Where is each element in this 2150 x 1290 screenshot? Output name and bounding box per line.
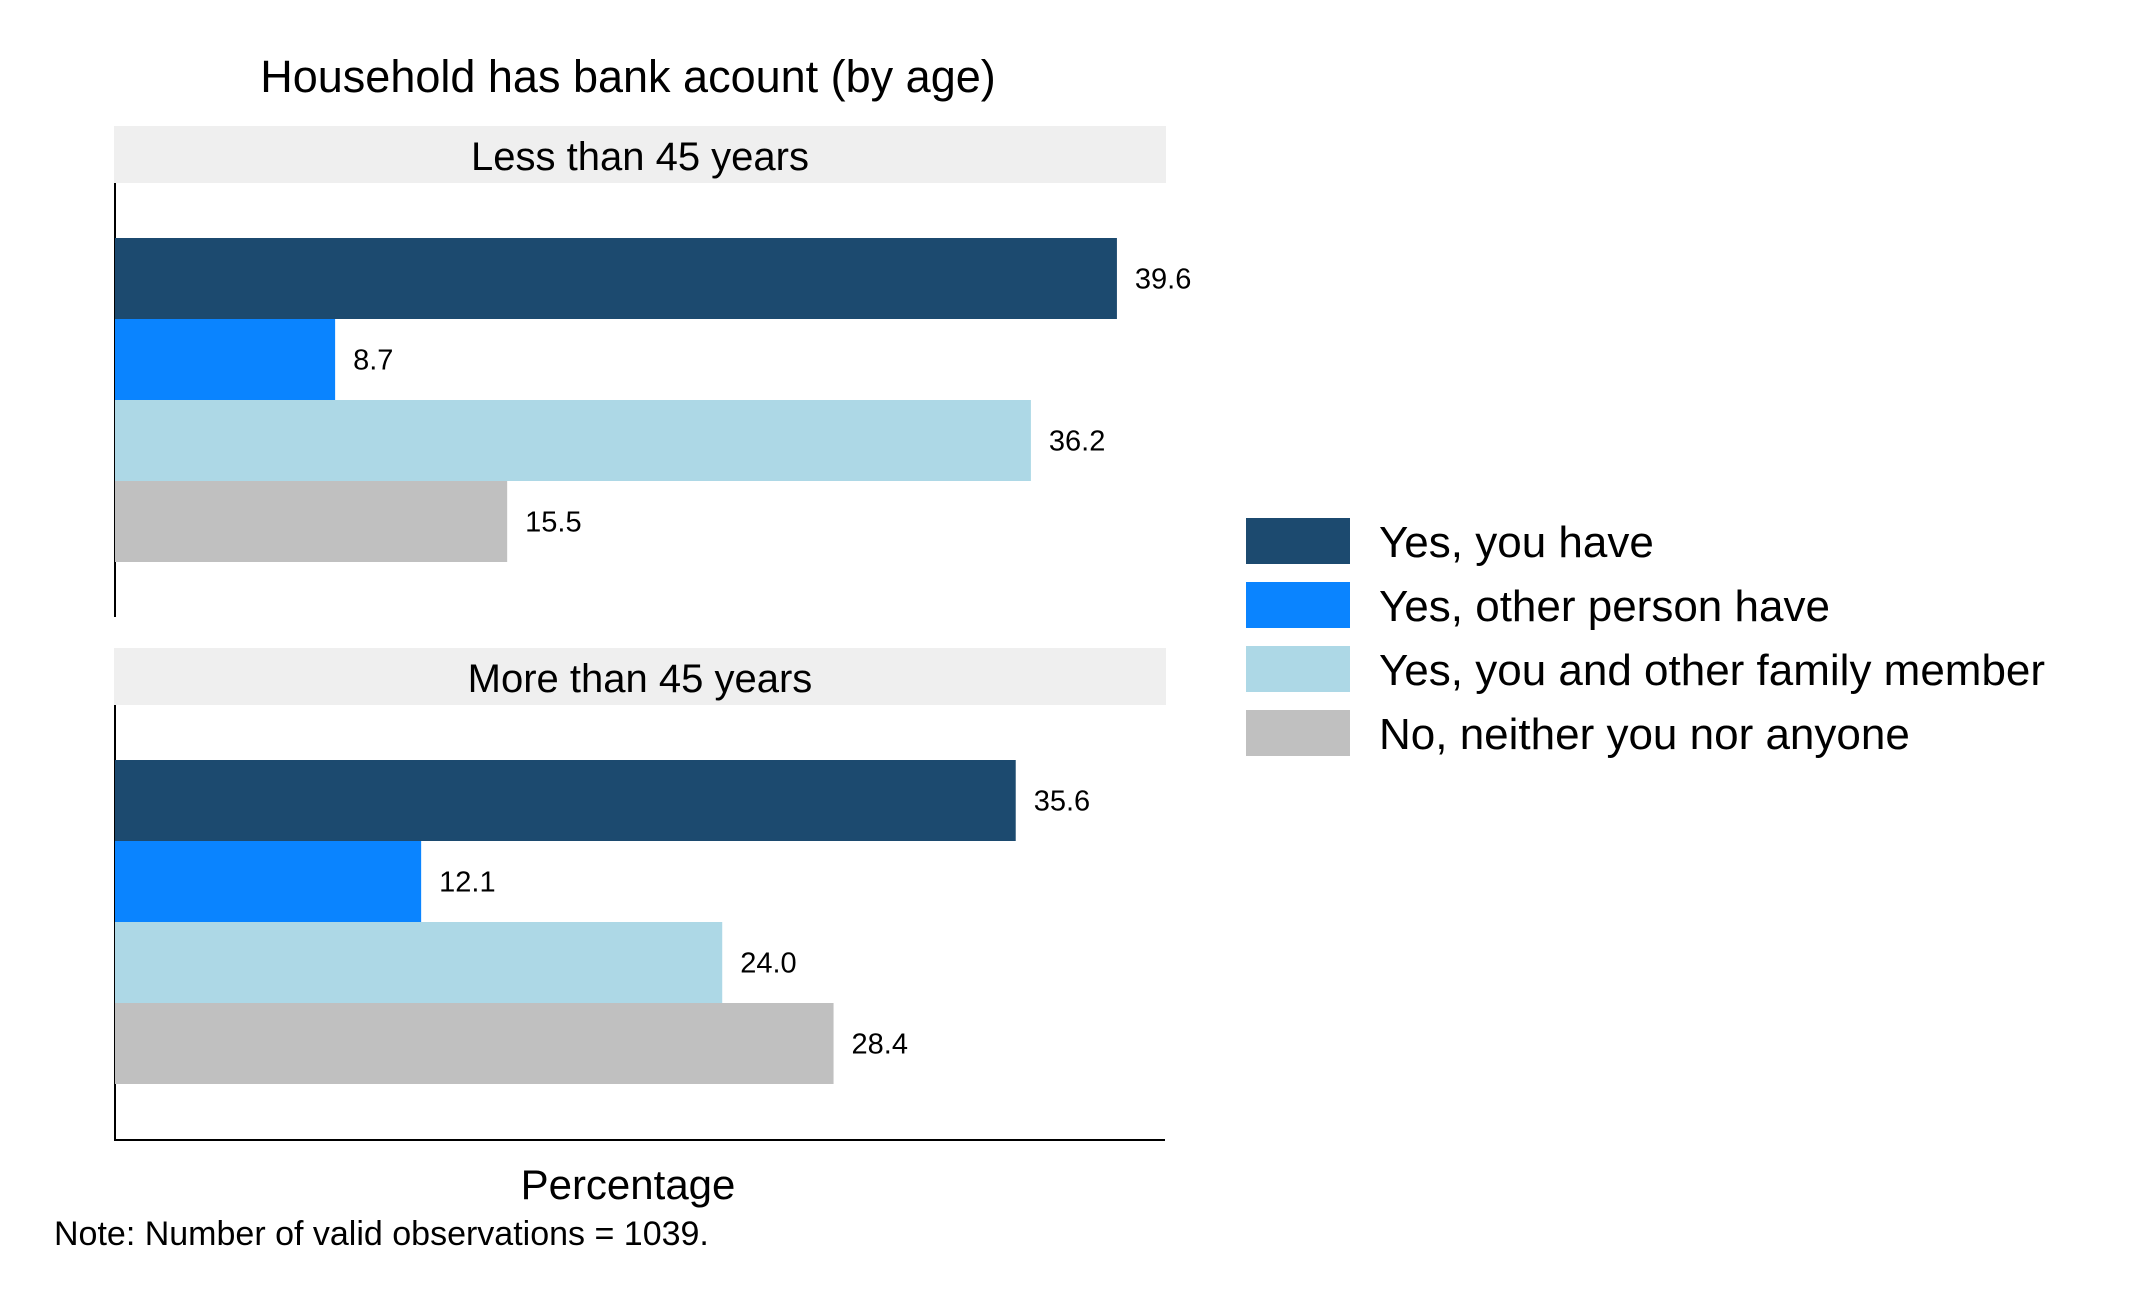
legend-label-3: Yes, you and other family member <box>1379 646 2045 695</box>
value-label-panel1-series3: 36.2 <box>1049 426 1105 458</box>
bars-group-more-than-45: 35.6 12.1 24.0 28.4 <box>115 760 1090 1084</box>
panel-less-than-45: Less than 45 years 39.6 8.7 36.2 15.5 <box>114 126 1191 617</box>
value-label-panel1-series2: 8.7 <box>353 345 393 377</box>
panel-strip-more-than-45 <box>114 648 1166 705</box>
bar-panel1-series2 <box>115 319 336 400</box>
value-label-panel1-series1: 39.6 <box>1135 264 1191 296</box>
value-label-panel2-series4: 28.4 <box>852 1029 908 1061</box>
bars-group-less-than-45: 39.6 8.7 36.2 15.5 <box>115 238 1191 562</box>
bar-panel1-series3 <box>115 400 1031 481</box>
legend-label-1: Yes, you have <box>1379 518 1654 567</box>
legend-swatch-2 <box>1246 582 1350 628</box>
legend: Yes, you have Yes, other person have Yes, … <box>1246 518 2045 759</box>
bar-panel2-series1 <box>115 760 1016 841</box>
legend-label-4: No, neither you nor anyone <box>1379 710 1910 759</box>
bar-panel1-series4 <box>115 481 508 562</box>
legend-label-2: Yes, other person have <box>1379 582 1830 631</box>
panel-more-than-45: More than 45 years 35.6 12.1 24.0 28.4 <box>114 648 1166 1141</box>
x-axis-title: Percentage <box>521 1161 736 1208</box>
bar-panel1-series1 <box>115 238 1117 319</box>
value-label-panel2-series3: 24.0 <box>740 948 796 980</box>
legend-swatch-1 <box>1246 518 1350 564</box>
chart-title: Household has bank acount (by age) <box>260 51 996 102</box>
bar-panel2-series4 <box>115 1003 834 1084</box>
panel-label-more-than-45: More than 45 years <box>468 657 813 701</box>
note-text: Note: Number of valid observations = 103… <box>54 1215 709 1253</box>
value-label-panel2-series2: 12.1 <box>439 867 495 899</box>
legend-swatch-4 <box>1246 710 1350 756</box>
bar-panel2-series3 <box>115 922 723 1003</box>
value-label-panel2-series1: 35.6 <box>1034 786 1090 818</box>
panel-strip-less-than-45 <box>114 126 1166 183</box>
bar-panel2-series2 <box>115 841 422 922</box>
panel-label-less-than-45: Less than 45 years <box>471 135 809 179</box>
legend-swatch-3 <box>1246 646 1350 692</box>
value-label-panel1-series4: 15.5 <box>525 507 581 539</box>
